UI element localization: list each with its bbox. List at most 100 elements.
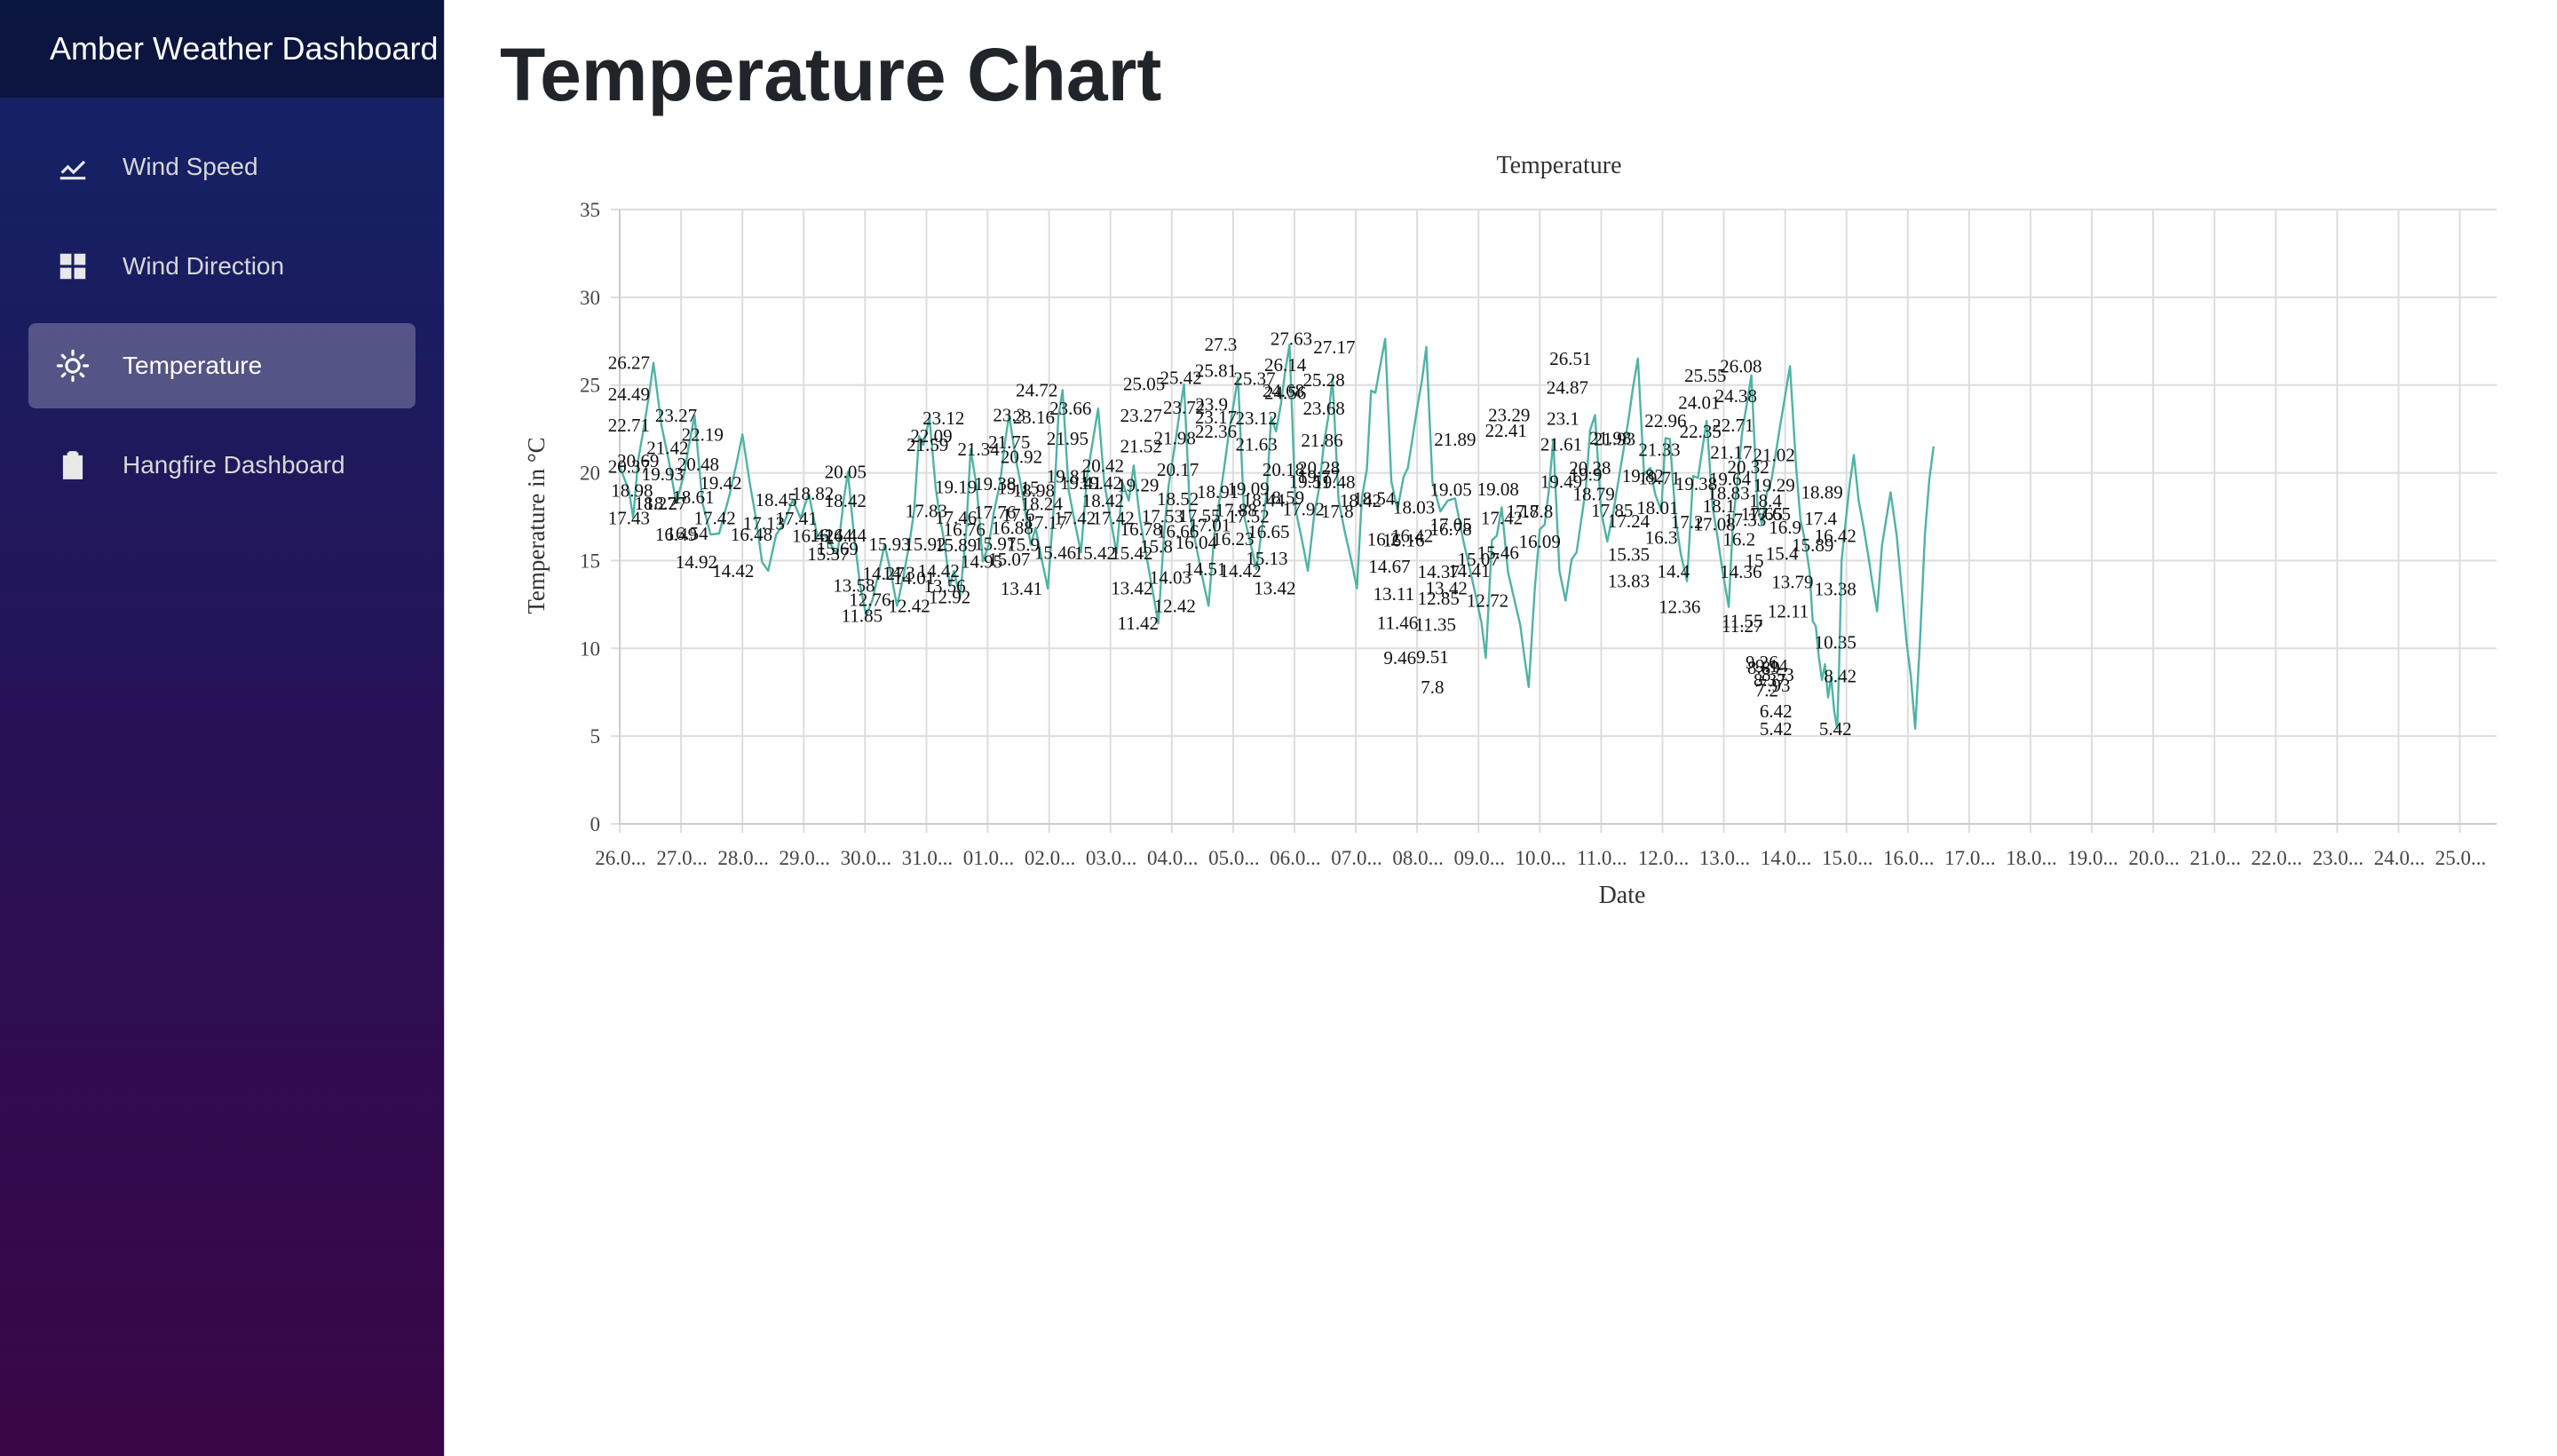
- data-label: 17.42: [1093, 508, 1135, 529]
- data-label: 20.28: [1569, 457, 1611, 479]
- data-label: 21.95: [1047, 428, 1089, 449]
- data-label: 25.42: [1160, 367, 1202, 388]
- data-label: 19.15: [997, 477, 1039, 498]
- data-label: 17.42: [693, 508, 735, 529]
- data-label: 15.9: [1007, 534, 1040, 556]
- data-label: 21.89: [1434, 429, 1476, 450]
- y-axis-title: Temperature in °C: [523, 437, 550, 613]
- data-label: 18.27: [645, 493, 686, 514]
- data-label: 17.33: [1724, 509, 1766, 530]
- data-label: 8.89: [1747, 657, 1780, 678]
- data-label: 12.42: [888, 595, 930, 616]
- data-label: 16.04: [1176, 532, 1218, 553]
- data-label: 16.2: [1367, 529, 1400, 550]
- data-label: 21.86: [1301, 430, 1342, 451]
- data-label: 16.2: [1722, 529, 1755, 550]
- data-label: 19.29: [1117, 475, 1159, 496]
- x-tick-label: 17.0...: [1944, 847, 1996, 869]
- data-label: 16.42: [1815, 525, 1856, 546]
- data-label: 13.58: [833, 575, 875, 597]
- y-tick-label: 25: [580, 375, 600, 397]
- data-label: 14.36: [1720, 561, 1761, 582]
- data-label: 18.27: [634, 493, 676, 514]
- data-label: 23.9: [1195, 393, 1228, 415]
- data-label: 15.13: [1246, 548, 1287, 569]
- data-label: 14.37: [1418, 561, 1460, 582]
- data-label: 18.89: [1801, 482, 1842, 503]
- data-label: 18.98: [1013, 480, 1055, 502]
- data-label: 21.59: [906, 434, 948, 455]
- data-label: 16.42: [1391, 525, 1433, 546]
- data-label: 17.8: [1507, 501, 1540, 522]
- data-label: 15.42: [1074, 542, 1116, 564]
- x-axis-title: Date: [1599, 882, 1646, 909]
- sidebar-item-label: Temperature: [123, 352, 263, 379]
- x-tick-label: 10.0...: [1516, 847, 1567, 869]
- data-label: 15.46: [1034, 542, 1076, 563]
- x-tick-label: 05.0...: [1208, 847, 1260, 869]
- data-label: 12.11: [1768, 601, 1809, 622]
- x-tick-label: 23.0...: [2313, 847, 2364, 869]
- data-label: 14.03: [1150, 567, 1191, 589]
- y-tick-label: 5: [590, 725, 601, 748]
- data-label: 22.71: [1712, 415, 1753, 436]
- data-label: 16.54: [666, 523, 709, 544]
- data-label: 23.12: [922, 408, 964, 429]
- data-label: 11.42: [1118, 613, 1159, 634]
- data-label: 11.27: [1722, 615, 1762, 637]
- data-label: 16.16: [1382, 529, 1424, 550]
- data-label: 13.42: [1426, 578, 1468, 599]
- data-label: 14.95: [961, 550, 1002, 572]
- data-label: 14.42: [712, 560, 754, 582]
- data-label: 17.88: [1215, 499, 1257, 520]
- data-label: 24.49: [608, 384, 650, 405]
- x-tick-label: 27.0...: [656, 847, 708, 869]
- x-tick-label: 25.0...: [2435, 847, 2487, 869]
- data-label: 26.14: [1264, 354, 1307, 376]
- data-label: 27.3: [1205, 334, 1238, 355]
- data-label: 14.41: [1448, 560, 1490, 582]
- x-tick-label: 02.0...: [1025, 847, 1076, 869]
- data-label: 7.8: [1421, 677, 1444, 698]
- data-label: 15.89: [1792, 534, 1833, 556]
- data-label: 16.88: [992, 517, 1033, 538]
- page-title: Temperature Chart: [500, 33, 1162, 116]
- data-label: 21.63: [1235, 433, 1277, 455]
- data-label: 9.26: [1746, 652, 1778, 673]
- data-label: 19.19: [935, 477, 977, 498]
- data-label: 18.61: [672, 487, 714, 508]
- data-label: 16.78: [1429, 518, 1471, 540]
- data-label: 15.4: [1766, 543, 1799, 565]
- data-label: 13.38: [1815, 578, 1856, 599]
- data-label: 16.49: [655, 524, 697, 545]
- data-label: 13.42: [1254, 578, 1295, 599]
- data-label: 23.12: [1235, 408, 1277, 429]
- data-label: 20.05: [825, 462, 867, 483]
- data-label: 21.98: [1154, 427, 1196, 448]
- data-label: 21.42: [646, 437, 688, 458]
- data-label: 5.42: [1760, 718, 1793, 740]
- clipboard-icon: [55, 447, 91, 483]
- sidebar-item-temperature[interactable]: Temperature: [28, 323, 416, 408]
- data-label: 17.42: [1054, 508, 1096, 529]
- sidebar-item-label: Wind Speed: [123, 153, 258, 180]
- data-label: 14.92: [676, 551, 717, 573]
- data-label: 25.81: [1195, 360, 1237, 382]
- dashboard-grid-icon: [55, 249, 91, 284]
- data-label: 12.36: [1658, 597, 1700, 618]
- data-label: 18.42: [1082, 490, 1124, 511]
- sidebar-item-wind-direction[interactable]: Wind Direction: [28, 224, 416, 309]
- sidebar-item-wind-speed[interactable]: Wind Speed: [28, 124, 416, 210]
- data-label: 17.05: [1429, 514, 1471, 535]
- data-label: 18.4: [1749, 490, 1782, 511]
- data-label: 8.53: [1761, 664, 1794, 685]
- data-label: 6.42: [1760, 700, 1793, 722]
- data-label: 24.56: [1264, 382, 1306, 403]
- sidebar-item-hangfire-dashboard[interactable]: Hangfire Dashboard: [28, 423, 416, 508]
- data-label: 15.07: [1458, 549, 1500, 570]
- app-brand[interactable]: Amber Weather Dashboard: [0, 0, 444, 98]
- data-label: 11.85: [842, 605, 883, 627]
- data-label: 15: [1746, 550, 1764, 571]
- data-label: 17.83: [906, 500, 947, 521]
- data-label: 19.51: [1289, 471, 1331, 492]
